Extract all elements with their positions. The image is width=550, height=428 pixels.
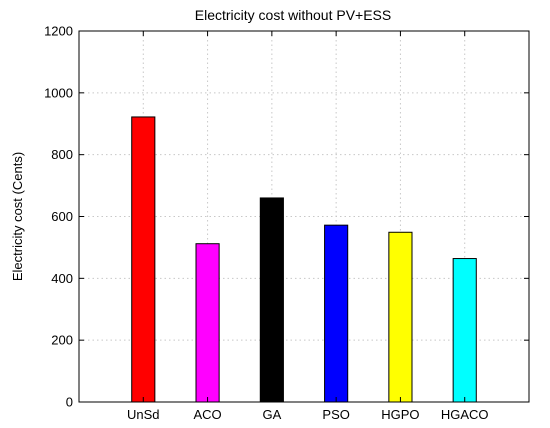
bar-unsd (131, 116, 156, 403)
y-tick-label: 1200 (44, 24, 73, 39)
x-tick-label: HGACO (441, 407, 489, 422)
y-tick-label: 800 (51, 147, 73, 162)
y-tick-label: 200 (51, 333, 73, 348)
y-axis-label: Electricity cost (Cents) (10, 152, 25, 281)
y-tick-label: 400 (51, 271, 73, 286)
x-tick-label: UnSd (127, 407, 160, 422)
y-tick-label: 600 (51, 209, 73, 224)
bar-ga (259, 197, 284, 403)
x-tick-label: PSO (322, 407, 349, 422)
x-tick-label: HGPO (381, 407, 419, 422)
bars (131, 116, 477, 403)
y-tick-label: 0 (66, 395, 73, 410)
bar-hgpo (388, 231, 413, 403)
bar-pso (324, 224, 349, 403)
chart-title: Electricity cost without PV+ESS (195, 7, 391, 23)
x-tick-label: ACO (193, 407, 221, 422)
ticks: 0 200 400 600 800 1000 1200 UnSd ACO GA PSO HGPO HGA… (44, 24, 529, 422)
bar-hgaco (452, 258, 477, 403)
y-tick-label: 1000 (44, 85, 73, 100)
x-tick-label: GA (262, 407, 281, 422)
bar-aco (195, 243, 220, 403)
